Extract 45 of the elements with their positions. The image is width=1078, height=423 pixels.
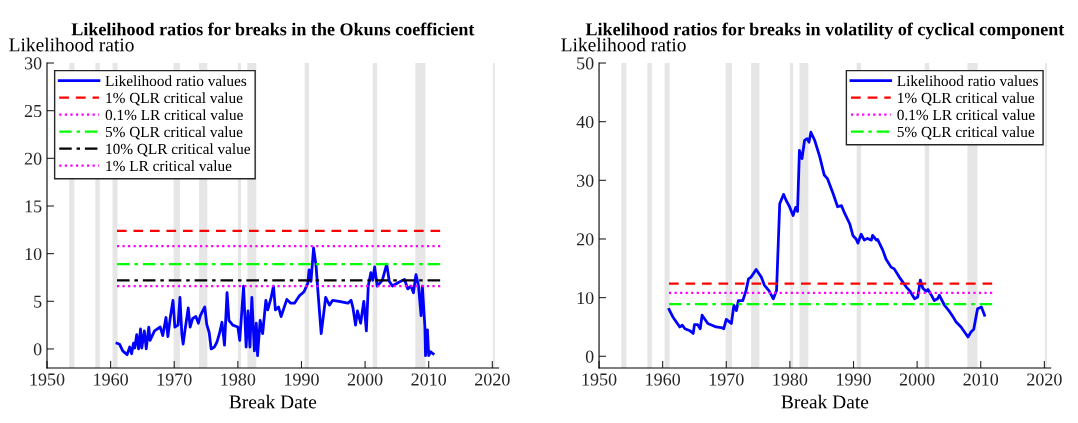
- x-tick-label: 2020: [1027, 373, 1062, 386]
- y-tick-label: 20: [24, 152, 42, 165]
- y-tick-label: 40: [576, 115, 594, 129]
- y-tick-label: 50: [577, 57, 594, 70]
- y-axis-title: Likelihood ratio: [9, 37, 134, 52]
- legend-label: 0.1% LR critical value: [105, 109, 243, 121]
- x-tick-label: 1990: [837, 373, 871, 386]
- legend-label: 1% QLR critical value: [898, 92, 1035, 106]
- y-tick-label: 30: [24, 57, 42, 70]
- legend-label: Likelihood ratio values: [105, 75, 247, 87]
- x-tick-label: 1960: [94, 373, 128, 386]
- x-tick-label: 1960: [646, 373, 681, 386]
- legend-label: 0.1% LR critical value: [897, 109, 1035, 121]
- x-tick-label: 1970: [709, 373, 744, 386]
- legend-label: 1% QLR critical value: [106, 92, 243, 106]
- y-tick-label: 30: [576, 174, 594, 187]
- x-tick-label: 2000: [347, 373, 383, 386]
- chart-title: Likelihood ratios for breaks in the Okuns coefficient: [71, 22, 475, 36]
- legend-label: 10% QLR critical value: [106, 143, 251, 157]
- legend-label: 1% LR critical value: [106, 160, 232, 172]
- y-tick-label: 0: [585, 350, 594, 363]
- x-tick-label: 1950: [582, 373, 617, 386]
- y-tick-label: 10: [25, 247, 42, 261]
- y-tick-label: 5: [34, 295, 42, 308]
- line-series: [115, 246, 435, 358]
- x-tick-label: 1980: [773, 373, 808, 386]
- y-tick-label: 20: [576, 233, 594, 246]
- y-tick-label: 0: [33, 343, 42, 356]
- x-tick-label: 1980: [221, 373, 256, 386]
- x-tick-label: 2020: [475, 373, 510, 386]
- x-tick-label: 1970: [157, 373, 192, 386]
- y-axis-title: Likelihood ratio: [561, 37, 686, 52]
- x-tick-label: 2010: [411, 373, 447, 386]
- x-tick-label: 2000: [899, 373, 935, 386]
- x-axis-title: Break Date: [229, 394, 317, 409]
- legend-label: Likelihood ratio values: [897, 75, 1038, 87]
- y-tick-label: 10: [577, 291, 594, 305]
- y-tick-label: 25: [24, 104, 42, 118]
- x-tick-label: 2010: [963, 373, 999, 386]
- legend-label: 5% QLR critical value: [897, 126, 1035, 140]
- y-tick-label: 15: [25, 200, 42, 213]
- legend-label: 5% QLR critical value: [105, 126, 243, 140]
- x-tick-label: 1990: [285, 373, 319, 386]
- x-tick-label: 1950: [30, 373, 65, 386]
- x-axis-title: Break Date: [781, 394, 869, 409]
